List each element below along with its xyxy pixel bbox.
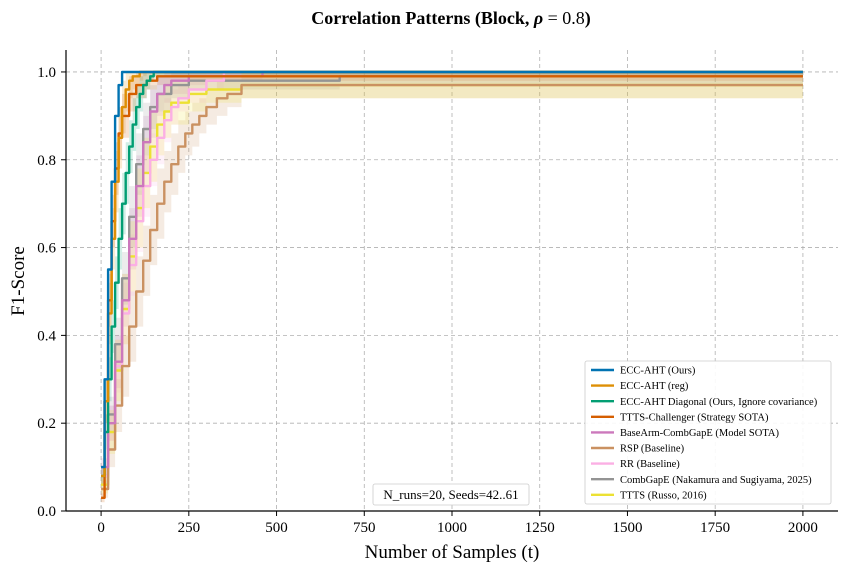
series-line-combgape-nakamura-and-sugiyama-2025 [101,75,803,478]
series-line-basearm-combgape-model-sota [101,70,803,469]
x-axis-label: Number of Samples (t) [365,542,540,563]
y-tick-label: 0.8 [37,153,56,169]
series-line-rsp-baseline [101,83,803,491]
chart-title: Correlation Patterns (Block, ρ = 0.8) [311,8,591,29]
x-tick-label: 250 [178,520,201,536]
legend-label: ECC-AHT Diagonal (Ours, Ignore covarianc… [620,397,818,408]
x-tick-label: 1500 [612,520,642,536]
legend-label: BaseArm-CombGapE (Model SOTA) [620,428,779,439]
x-tick-label: 1250 [525,520,555,536]
legend-label: ECC-AHT (reg) [620,381,689,392]
series-lines [101,70,803,499]
x-tick-label: 750 [353,520,376,536]
legend-label: ECC-AHT (Ours) [620,366,696,377]
x-tick-label: 1000 [437,520,467,536]
series-line-ecc-aht-diagonal-ours-ignore-covariance [101,70,803,478]
legend-label: RSP (Baseline) [620,444,685,455]
y-ticks: 0.0 0.2 0.4 0.6 0.8 1.0 [37,65,66,520]
series-line-ecc-aht-ours [101,70,803,469]
y-tick-label: 0.2 [37,416,56,432]
x-tick-label: 500 [265,520,288,536]
run-info-text: N_runs=20, Seeds=42..61 [383,487,518,502]
y-tick-label: 1.0 [37,65,56,81]
x-ticks: 0 250 500 750 1000 1250 1500 1750 2000 [97,511,818,536]
x-tick-label: 1750 [700,520,730,536]
y-tick-label: 0.4 [37,328,56,344]
y-tick-label: 0.6 [37,241,56,257]
legend: ECC-AHT (Ours) ECC-AHT (reg) ECC-AHT Diago… [584,360,832,505]
x-tick-label: 0 [97,520,105,536]
run-info-annotation: N_runs=20, Seeds=42..61 [372,483,530,506]
legend-label: CombGapE (Nakamura and Sugiyama, 2025) [620,475,812,486]
legend-frame [584,360,832,505]
legend-label: TTTS (Russo, 2016) [620,490,707,501]
legend-label: TTTS-Challenger (Strategy SOTA) [620,412,769,423]
y-tick-label: 0.0 [37,504,56,520]
y-axis-label: F1-Score [8,246,29,316]
legend-label: RR (Baseline) [620,459,680,470]
x-tick-label: 2000 [788,520,818,536]
